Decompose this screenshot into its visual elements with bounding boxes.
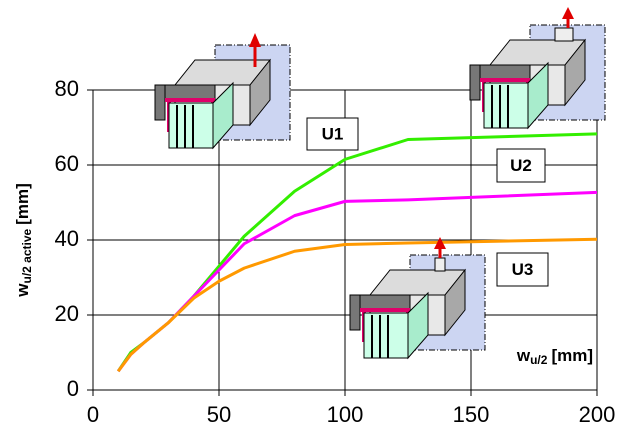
y-axis-label: wu/2 active [mm] xyxy=(13,183,34,298)
x-label-unit: [mm] xyxy=(551,346,593,365)
x-axis-label: wu/2[mm] xyxy=(516,346,593,367)
y-tick-label: 20 xyxy=(55,301,79,326)
icon xyxy=(470,7,605,128)
legend-label: U2 xyxy=(510,156,532,175)
icon xyxy=(350,237,485,358)
x-tick-label: 100 xyxy=(327,402,364,427)
x-tick-label: 0 xyxy=(87,402,99,427)
x-label-sub: u/2 xyxy=(530,353,548,367)
legend-label: U3 xyxy=(512,260,534,279)
x-tick-label: 50 xyxy=(207,402,231,427)
y-label-unit: [mm] xyxy=(13,183,32,225)
chart: 020406080050100150200 wu/2 active[mm] wu… xyxy=(0,0,623,445)
icon xyxy=(155,33,290,148)
y-tick-label: 80 xyxy=(55,76,79,101)
y-label-sub: u/2 active xyxy=(20,228,34,283)
x-label-main: w xyxy=(516,346,531,365)
x-tick-label: 150 xyxy=(453,402,490,427)
y-tick-label: 60 xyxy=(55,151,79,176)
legend-label: U1 xyxy=(322,124,344,143)
y-tick-label: 0 xyxy=(67,376,79,401)
x-tick-label: 200 xyxy=(579,402,616,427)
y-label-main: w xyxy=(13,283,32,298)
y-tick-label: 40 xyxy=(55,226,79,251)
